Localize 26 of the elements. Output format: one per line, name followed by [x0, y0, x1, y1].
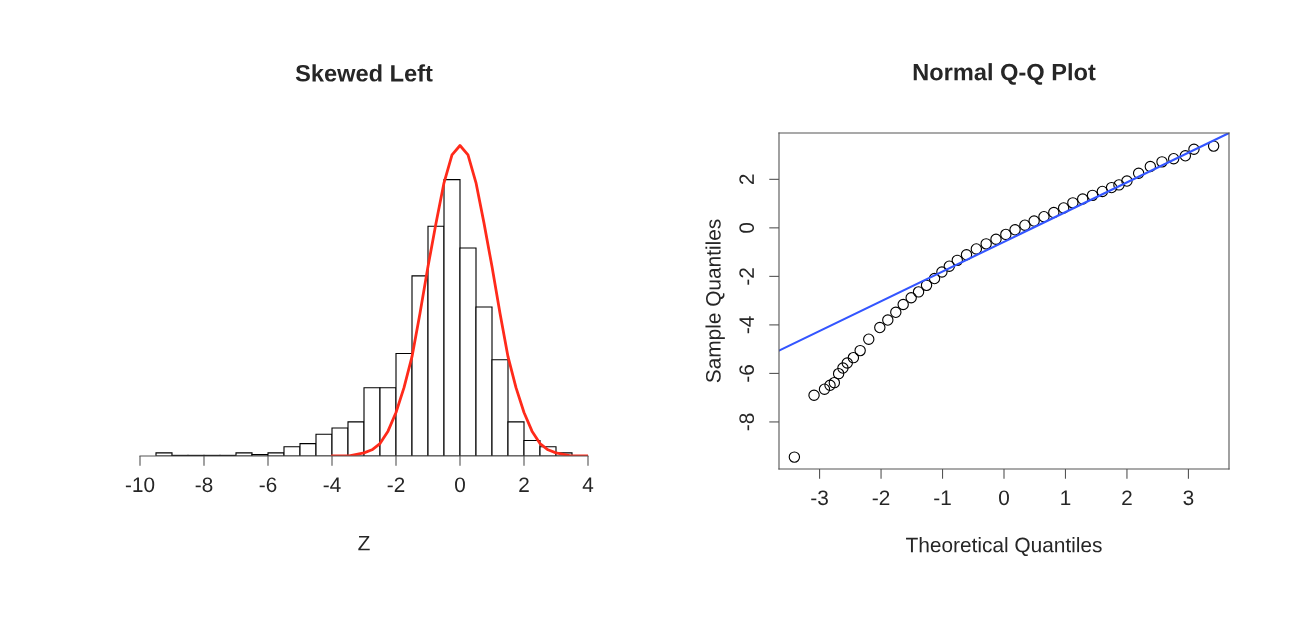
x-tick-label: 1 [1061, 490, 1071, 505]
y-tick-label: -4 [739, 316, 754, 334]
x-tick-label: 4 [582, 477, 594, 492]
x-tick-label: -1 [934, 490, 951, 505]
x-tick-label: -10 [125, 477, 155, 493]
x-axis-title: Theoretical Quantiles [906, 537, 1102, 557]
x-tick-label: -3 [811, 490, 828, 506]
x-tick-label: -8 [195, 477, 213, 493]
x-tick-label: -2 [872, 490, 890, 505]
y-tick-label: -6 [739, 365, 755, 382]
chart-title: Normal Q-Q Plot [913, 63, 1096, 85]
x-tick-label: -6 [259, 477, 277, 493]
y-tick-label: 2 [739, 174, 754, 185]
x-tick-label: 0 [999, 490, 1009, 506]
x-tick-label: -4 [323, 477, 341, 492]
x-tick-label: 0 [455, 477, 465, 493]
x-tick-label: 2 [519, 477, 529, 492]
y-tick-label: -2 [739, 268, 754, 285]
y-tick-label: 0 [739, 222, 755, 233]
chart-title: Skewed Left [295, 64, 433, 82]
x-tick-label: 3 [1183, 490, 1194, 506]
y-tick-label: -8 [739, 413, 755, 431]
y-axis-title: Sample Quantiles [705, 219, 725, 383]
x-tick-label: -2 [387, 477, 405, 492]
x-tick-label: 2 [1122, 490, 1132, 505]
x-axis-title: Z [358, 535, 370, 551]
